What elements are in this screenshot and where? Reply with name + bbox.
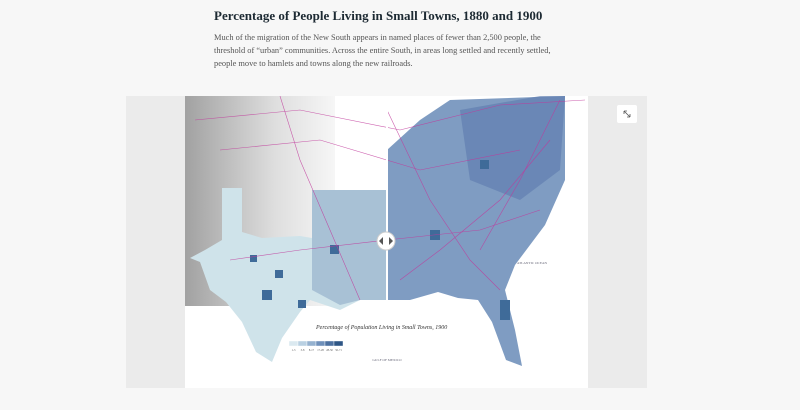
legend-swatch [315,340,326,347]
legend-title: Percentage of Population Living in Small… [315,324,447,331]
map: ATLANTIC OCEAN GULF OF MEXICO Percentage… [185,96,588,388]
legend-label: 8-17 [309,349,315,352]
gulf-label: GULF OF MEXICO [372,358,402,362]
article-paragraph: Much of the migration of the New South a… [214,33,551,68]
legend-label: 28-50 [326,349,333,352]
region-east-dense [460,96,565,200]
slider-arrows [379,237,393,245]
legend-label: 50-71 [335,349,342,352]
legend-swatch [324,340,335,347]
legend-swatch [333,340,344,347]
article-title: Percentage of People Living in Small Tow… [214,8,543,23]
legend-swatch [297,340,308,347]
ocean-label: ATLANTIC OCEAN [517,261,548,265]
slider-handle[interactable] [376,231,396,251]
legend-label: 17-28 [317,349,324,352]
expand-button[interactable] [617,105,637,123]
legend-swatch [288,340,299,347]
legend: 1-3 3-8 8-17 17-28 28-50 50-71 [288,340,344,352]
region-west-dense [312,190,387,305]
expand-icon [623,110,631,118]
legend-label: 3-8 [301,349,305,352]
legend-label: 1-3 [292,349,296,352]
legend-swatch [306,340,317,347]
